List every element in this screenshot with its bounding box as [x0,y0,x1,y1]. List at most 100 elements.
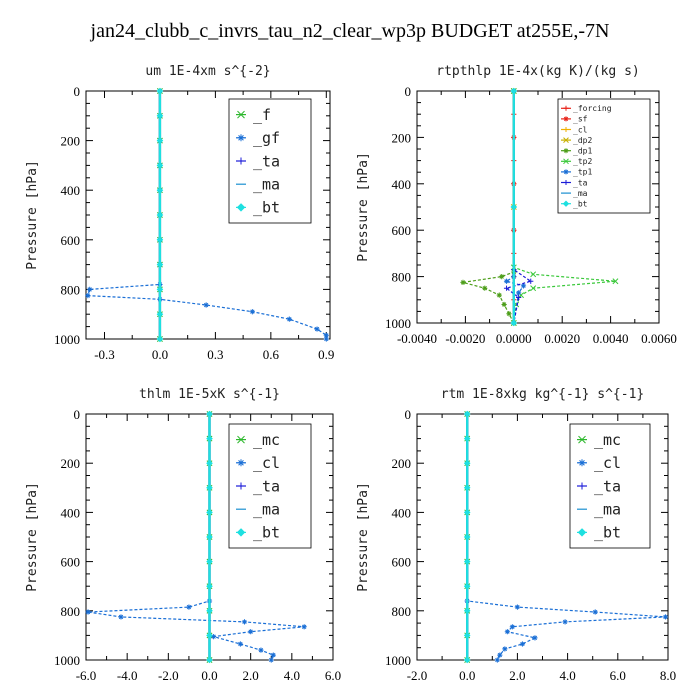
legend-label: _mc [594,431,621,449]
panel-title: rtpthlp 1E-4x(kg K)/(kg s) [436,64,640,79]
data-point [463,435,471,442]
x-tick-label: 4.0 [284,668,300,683]
data-point [206,435,213,442]
legend-marker [237,482,245,490]
data-point [516,294,522,301]
legend-marker [562,200,570,207]
y-tick-label: 0 [74,84,81,99]
data-point [156,87,164,95]
chart-panel-1: um 1E-4xm s^{-2} Pressure [hPa] 0 200 400 600… [25,64,334,362]
legend-marker [563,116,569,122]
data-point [206,582,213,590]
chart-panel-3: thlm 1E-5xK s^{-1} Pressure [hPa] 0 200 400 6… [25,387,341,683]
chart-panel-2: rtpthlp 1E-4x(kg K)/(kg s) Pressure [hPa]… [356,64,677,346]
data-point [460,279,466,285]
figure-title: jan24_clubb_c_invrs_tau_n2_clear_wp3p BU… [90,20,610,42]
legend-marker [237,110,245,119]
legend-label: _ma [594,500,621,518]
legend-label: _ma [253,175,280,193]
y-axis-label: Pressure [hPa] [356,152,371,262]
x-tick-label: 2.0 [509,668,525,683]
data-point [504,629,510,635]
x-tick-label: -2.0 [158,668,179,683]
y-tick-label: 400 [61,183,81,198]
legend-label: _ma [253,500,280,518]
data-point [270,652,276,658]
data-point [516,290,522,296]
data-point [506,311,512,317]
data-point [612,278,619,285]
y-tick-label: 1000 [385,316,411,331]
legend-marker [563,148,569,154]
data-point [241,619,248,625]
data-point [206,410,213,418]
legend-box [557,98,651,214]
data-point [502,646,508,652]
data-point [463,410,471,418]
data-point [463,558,471,565]
y-tick-label: 1000 [54,653,80,668]
legend-marker [237,134,245,142]
legend-marker [237,157,245,165]
y-tick-label: 800 [392,604,412,619]
data-point [206,607,213,615]
legend-marker [563,137,569,143]
data-point [463,656,471,664]
data-point [463,632,471,639]
legend-label: _cl [573,125,588,134]
data-point [186,604,192,610]
y-tick-label: 0 [74,407,81,422]
legend-marker [237,459,245,467]
panel-title: thlm 1E-5xK s^{-1} [139,387,280,402]
data-point [206,459,213,467]
data-point [662,614,669,620]
legend-label: _bt [253,199,280,217]
data-point [156,211,164,219]
data-point [156,335,164,343]
legend-label: _dp2 [573,136,592,145]
data-point [156,286,164,293]
legend-marker [236,528,246,537]
x-tick-label: 0.3 [207,347,223,362]
data-point [323,336,329,342]
data-point [206,509,213,516]
data-point [156,186,164,194]
y-tick-label: 600 [61,233,81,248]
data-point [203,302,209,308]
x-tick-label: -6.0 [76,668,97,683]
data-point [268,657,274,663]
legend-marker [563,158,569,165]
data-point [85,609,91,615]
data-point [156,112,164,120]
x-tick-label: 6.0 [325,668,341,683]
data-point [463,533,471,541]
data-point [286,316,292,322]
series-line-ta [505,91,533,324]
legend-label: _cl [253,454,280,472]
legend-label: _ta [253,477,280,495]
data-point [532,635,538,641]
data-point [463,484,471,492]
data-point [514,604,520,610]
data-point [323,332,329,338]
legend-label: _sf [573,115,588,124]
legend-marker [563,169,569,175]
y-tick-label: 400 [392,177,412,192]
data-point [562,619,568,625]
data-point [503,278,510,284]
y-tick-label: 200 [61,134,81,149]
x-tick-label: -4.0 [117,668,138,683]
data-point [156,261,164,268]
x-tick-label: 0.0040 [593,331,629,346]
y-tick-label: 400 [392,505,412,520]
data-point [156,137,164,144]
y-tick-label: 200 [61,456,81,471]
legend-label: _bt [594,524,621,542]
data-point [87,286,93,292]
data-point [592,609,598,615]
data-point [118,614,124,620]
legend-label: _forcing [573,104,612,113]
data-point [206,656,213,664]
y-axis-label: Pressure [hPa] [25,482,40,592]
legend-marker [578,482,586,490]
